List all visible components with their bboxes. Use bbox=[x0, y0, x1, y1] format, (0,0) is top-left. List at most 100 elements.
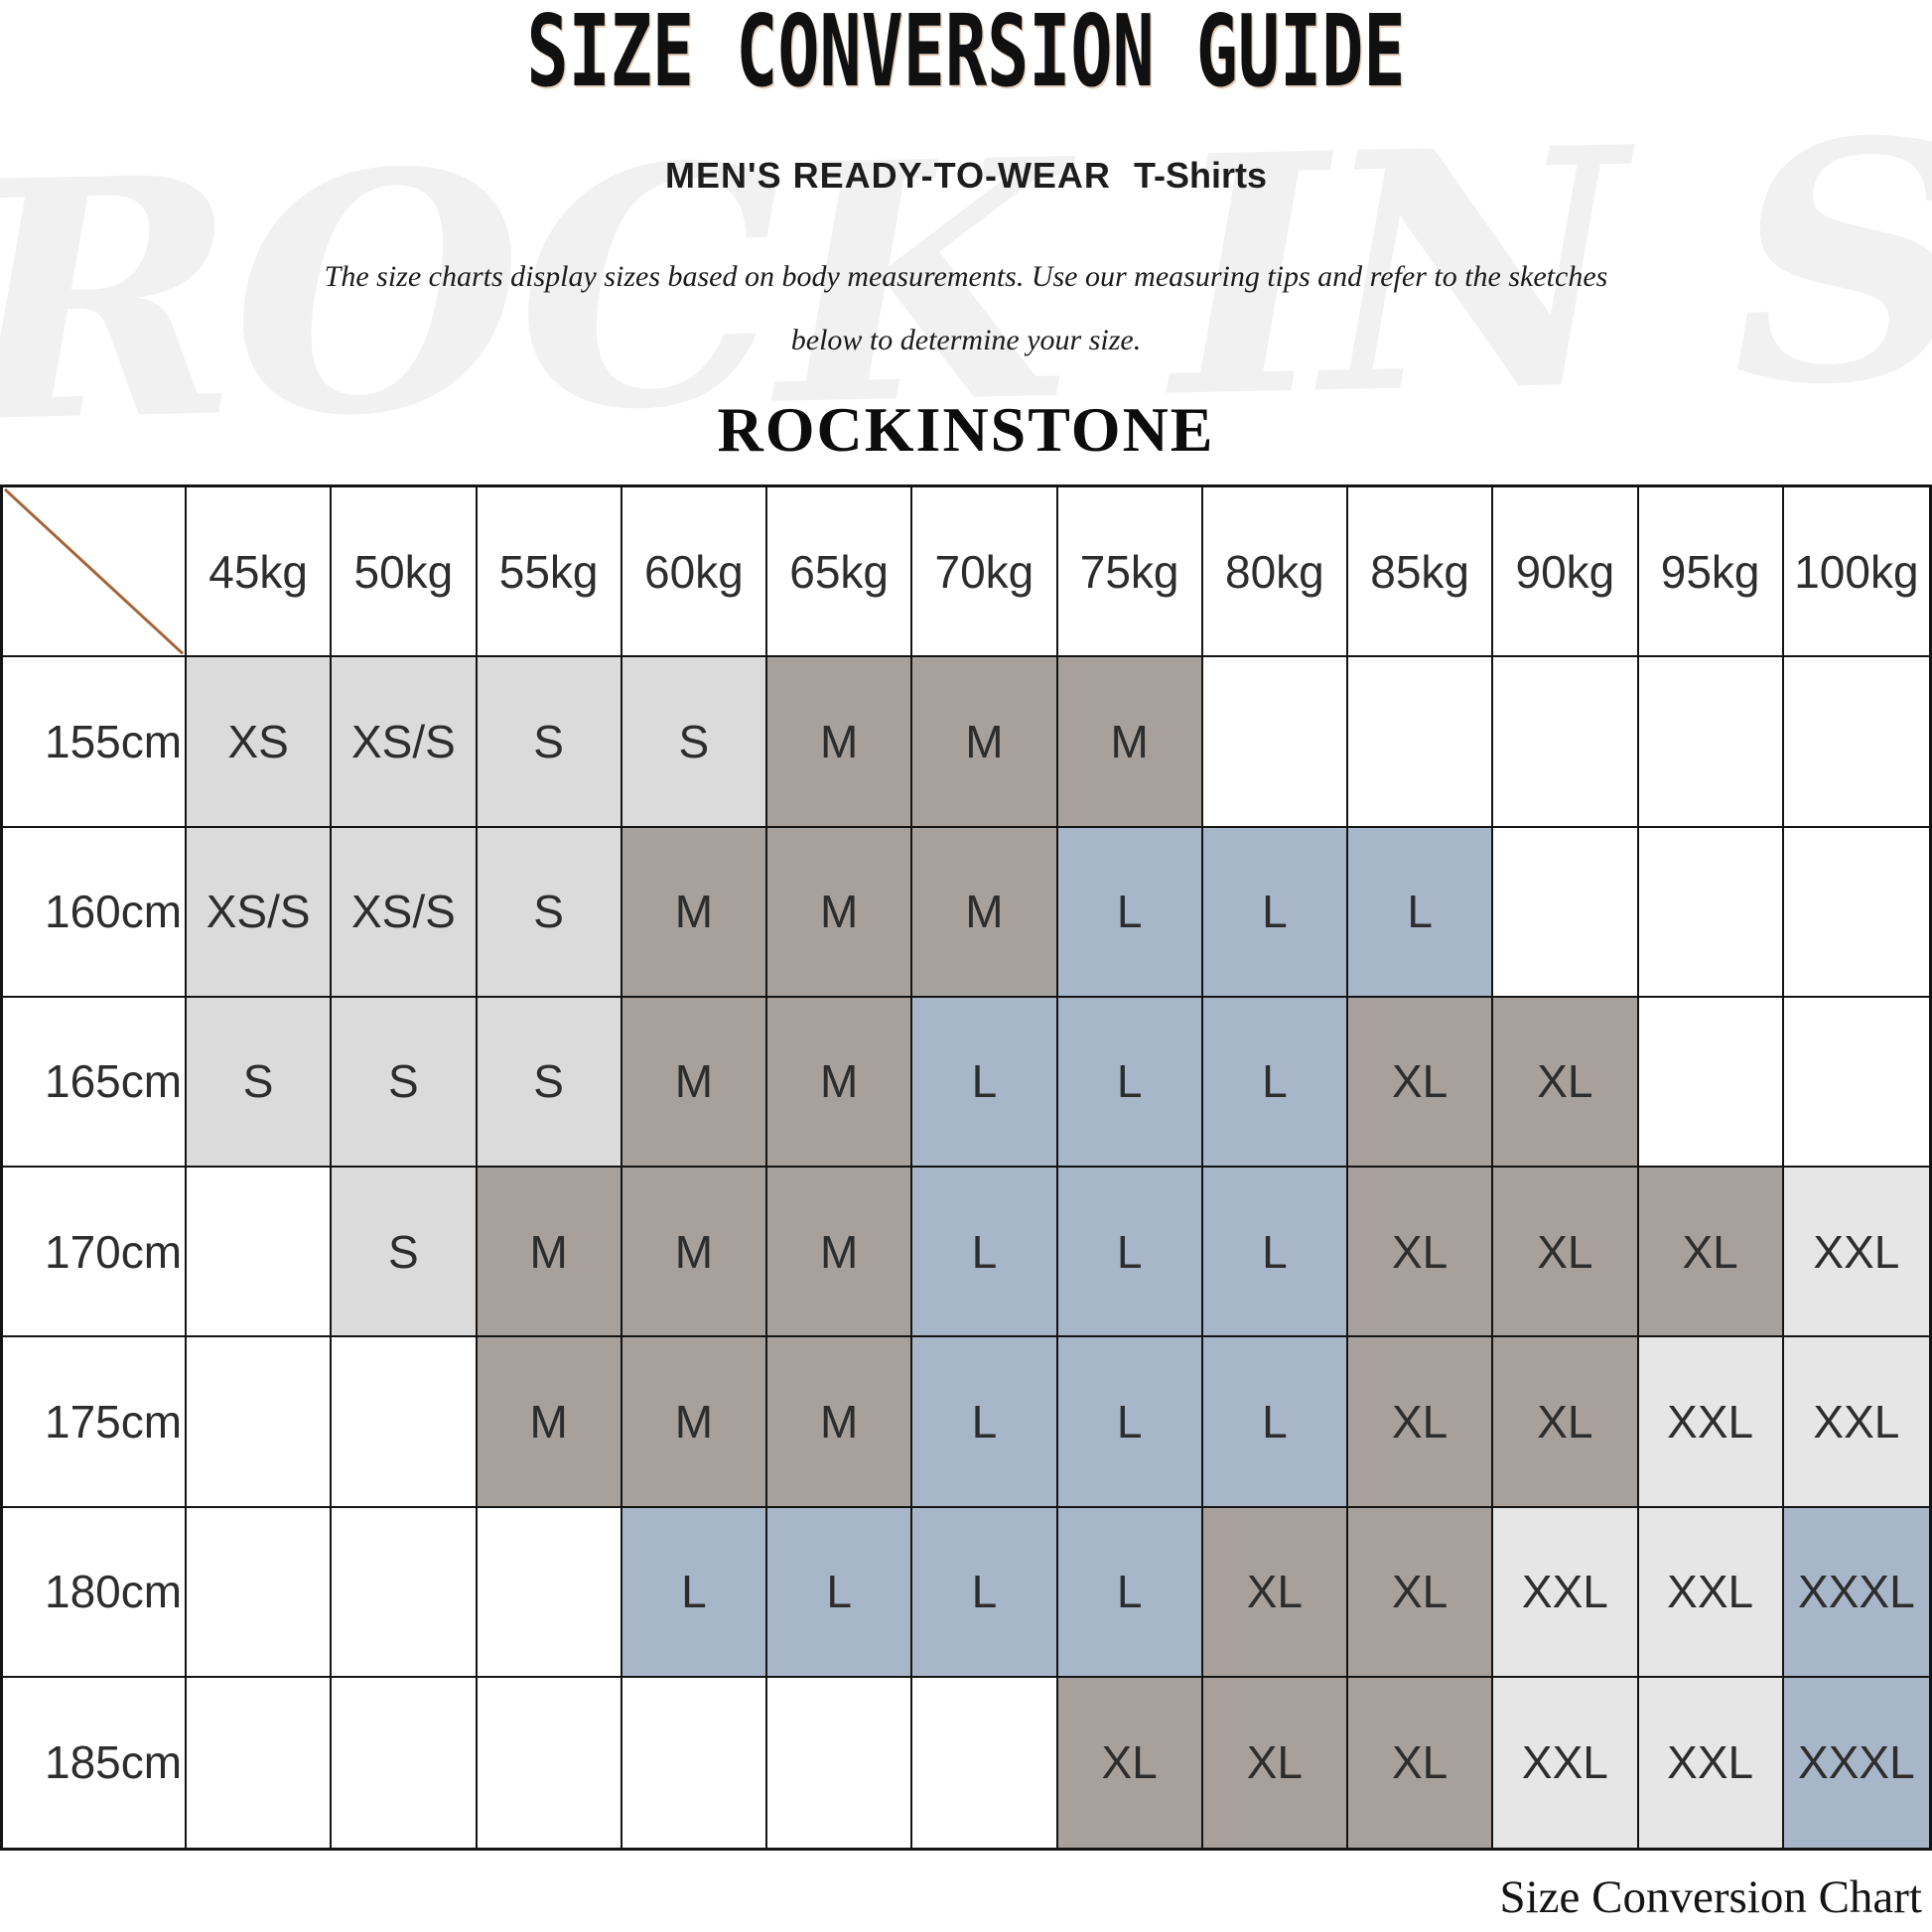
weight-header-90kg: 90kg bbox=[1493, 487, 1639, 658]
size-cell: XXXL bbox=[1783, 1507, 1929, 1678]
size-cell bbox=[767, 1677, 913, 1848]
height-label-185cm: 185cm bbox=[3, 1677, 187, 1848]
weight-header-95kg: 95kg bbox=[1638, 487, 1784, 658]
size-cell bbox=[478, 1677, 622, 1848]
weight-header-60kg: 60kg bbox=[621, 487, 767, 658]
subtitle-product: T-Shirts bbox=[1133, 155, 1267, 196]
size-cell bbox=[1783, 998, 1929, 1168]
size-cell: L bbox=[912, 1507, 1058, 1678]
size-cell bbox=[1493, 657, 1639, 828]
size-cell: XL bbox=[1493, 1337, 1639, 1508]
size-cell bbox=[332, 1507, 478, 1678]
size-cell bbox=[1493, 827, 1639, 998]
size-cell: S bbox=[477, 997, 622, 1168]
subtitle: MEN'S READY-TO-WEAR T-Shirts bbox=[0, 155, 1932, 197]
size-cell: XL bbox=[1057, 1677, 1203, 1848]
size-cell bbox=[1348, 657, 1494, 828]
size-cell: L bbox=[912, 997, 1058, 1168]
size-cell: L bbox=[1057, 997, 1203, 1168]
page-title: SIZE CONVERSION GUIDE bbox=[526, 0, 1406, 109]
size-cell: L bbox=[1202, 827, 1348, 998]
size-cell: XL bbox=[1348, 1677, 1494, 1848]
weight-header-80kg: 80kg bbox=[1202, 487, 1348, 658]
size-cell bbox=[187, 1677, 333, 1848]
size-cell: XXL bbox=[1783, 1168, 1929, 1338]
weight-header-45kg: 45kg bbox=[187, 487, 333, 658]
size-cell: XL bbox=[1348, 1507, 1494, 1678]
size-cell: XS/S bbox=[187, 827, 333, 998]
size-cell: L bbox=[1202, 1168, 1348, 1338]
weight-header-70kg: 70kg bbox=[912, 487, 1058, 658]
size-cell: XL bbox=[1638, 1168, 1784, 1338]
size-cell bbox=[1202, 657, 1348, 828]
size-cell: S bbox=[187, 997, 333, 1168]
size-cell bbox=[187, 1337, 333, 1508]
description-line2: below to determine your size. bbox=[790, 324, 1142, 356]
size-cell: M bbox=[912, 657, 1058, 828]
size-cell bbox=[1783, 657, 1929, 828]
size-cell: M bbox=[621, 1337, 767, 1508]
size-cell bbox=[332, 1337, 478, 1508]
subtitle-category: MEN'S READY-TO-WEAR bbox=[665, 155, 1111, 196]
size-cell: L bbox=[912, 1337, 1058, 1508]
size-cell: XL bbox=[1348, 1337, 1494, 1508]
chart-caption: Size Conversion Chart bbox=[1499, 1871, 1922, 1923]
size-cell bbox=[912, 1677, 1058, 1848]
size-cell: M bbox=[767, 1168, 913, 1338]
size-cell: M bbox=[767, 657, 913, 828]
size-cell bbox=[1638, 827, 1784, 998]
size-cell: L bbox=[621, 1507, 767, 1678]
size-cell: M bbox=[621, 1168, 767, 1338]
size-cell: XS bbox=[187, 657, 333, 828]
corner-cell bbox=[3, 487, 187, 658]
weight-header-50kg: 50kg bbox=[332, 487, 478, 658]
size-cell: M bbox=[1057, 657, 1203, 828]
size-cell: XL bbox=[1348, 997, 1494, 1168]
weight-header-55kg: 55kg bbox=[477, 487, 622, 658]
size-cell: XL bbox=[1493, 1168, 1639, 1338]
size-cell: S bbox=[477, 827, 622, 998]
size-cell bbox=[477, 1507, 622, 1678]
height-label-180cm: 180cm bbox=[3, 1507, 187, 1678]
size-cell: L bbox=[912, 1168, 1058, 1338]
size-cell: S bbox=[621, 657, 767, 828]
size-cell: XXXL bbox=[1783, 1677, 1929, 1848]
size-cell: XXL bbox=[1638, 1507, 1784, 1678]
weight-header-85kg: 85kg bbox=[1348, 487, 1494, 658]
size-cell: M bbox=[621, 827, 767, 998]
size-cell bbox=[187, 1168, 333, 1338]
size-cell: L bbox=[767, 1507, 913, 1678]
size-cell: M bbox=[767, 997, 913, 1168]
size-cell: XXL bbox=[1638, 1677, 1784, 1848]
height-label-155cm: 155cm bbox=[3, 657, 187, 828]
weight-header-75kg: 75kg bbox=[1057, 487, 1203, 658]
size-cell: S bbox=[332, 1168, 478, 1338]
size-cell: L bbox=[1057, 1337, 1203, 1508]
size-cell: XL bbox=[1348, 1168, 1494, 1338]
size-cell: L bbox=[1348, 827, 1494, 998]
height-label-175cm: 175cm bbox=[3, 1337, 187, 1508]
size-cell: L bbox=[1057, 827, 1203, 998]
weight-header-100kg: 100kg bbox=[1783, 487, 1929, 658]
size-cell: L bbox=[1057, 1507, 1203, 1678]
height-label-160cm: 160cm bbox=[3, 827, 187, 998]
size-cell: M bbox=[477, 1337, 622, 1508]
size-cell bbox=[332, 1677, 478, 1848]
size-cell: M bbox=[767, 827, 913, 998]
weight-header-65kg: 65kg bbox=[767, 487, 913, 658]
size-cell: XL bbox=[1202, 1677, 1348, 1848]
size-table: 45kg 50kg 55kg 60kg 65kg 70kg 75kg 80kg 85kg 90kg… bbox=[0, 484, 1932, 1851]
size-cell: XL bbox=[1202, 1507, 1348, 1678]
size-cell: M bbox=[912, 827, 1058, 998]
size-cell: M bbox=[621, 997, 767, 1168]
diagonal-line bbox=[3, 487, 185, 655]
height-label-165cm: 165cm bbox=[3, 997, 187, 1168]
size-cell: M bbox=[477, 1168, 622, 1338]
size-cell bbox=[1638, 997, 1784, 1168]
size-cell: XL bbox=[1493, 997, 1639, 1168]
size-cell: XS/S bbox=[332, 827, 478, 998]
brand-name: ROCKINSTONE bbox=[717, 394, 1215, 465]
size-cell: XS/S bbox=[332, 657, 478, 828]
height-label-170cm: 170cm bbox=[3, 1168, 187, 1338]
size-cell: XXL bbox=[1493, 1507, 1639, 1678]
